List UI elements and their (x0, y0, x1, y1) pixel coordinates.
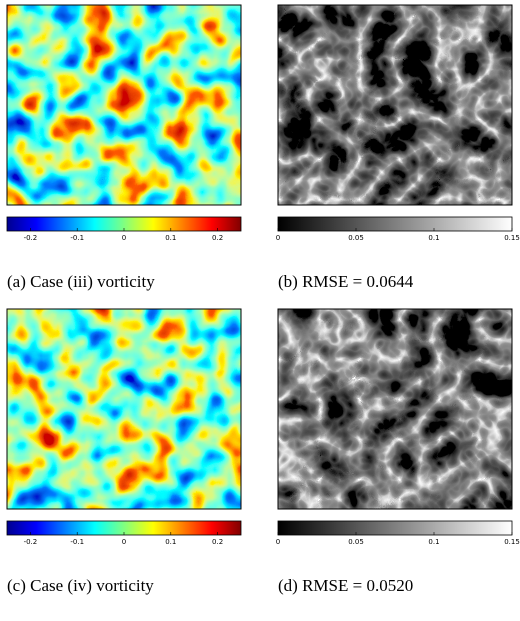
colorbar-tick-label: 0.1 (165, 538, 176, 546)
colorbar-tick-label: 0 (122, 234, 126, 242)
caption: (c) Case (iv) vorticity (7, 576, 154, 595)
field-image (7, 309, 241, 509)
colorbar-tick-label: 0.1 (428, 538, 439, 546)
colorbar-tick-label: 0.1 (428, 234, 439, 242)
colorbar-tick-label: 0.05 (348, 234, 364, 242)
colorbar-tick-label: 0.2 (212, 538, 223, 546)
colorbar (277, 216, 513, 232)
colorbar-tick-label: 0.15 (504, 234, 520, 242)
image-frame (277, 308, 513, 510)
image-frame (277, 4, 513, 206)
colorbar-tick-label: -0.2 (24, 234, 38, 242)
field-image (278, 309, 512, 509)
colorbar-tick-label: 0.05 (348, 538, 364, 546)
caption: (a) Case (iii) vorticity (7, 272, 155, 291)
colorbar (277, 520, 513, 536)
colorbar-tick-label: 0.1 (165, 234, 176, 242)
image-frame (6, 4, 242, 206)
colorbar-tick-label: -0.1 (70, 538, 84, 546)
caption: (d) RMSE = 0.0520 (278, 576, 413, 595)
colorbar-tick-label: -0.1 (70, 234, 84, 242)
colorbar-tick-label: 0.15 (504, 538, 520, 546)
colorbar-tick-label: 0 (276, 234, 280, 242)
image-frame (6, 308, 242, 510)
colorbar-tick-label: 0 (276, 538, 280, 546)
colorbar-tick-label: 0 (122, 538, 126, 546)
field-image (7, 5, 241, 205)
caption: (b) RMSE = 0.0644 (278, 272, 414, 291)
colorbar-tick-label: -0.2 (24, 538, 38, 546)
field-image (278, 5, 512, 205)
colorbar-tick-label: 0.2 (212, 234, 223, 242)
